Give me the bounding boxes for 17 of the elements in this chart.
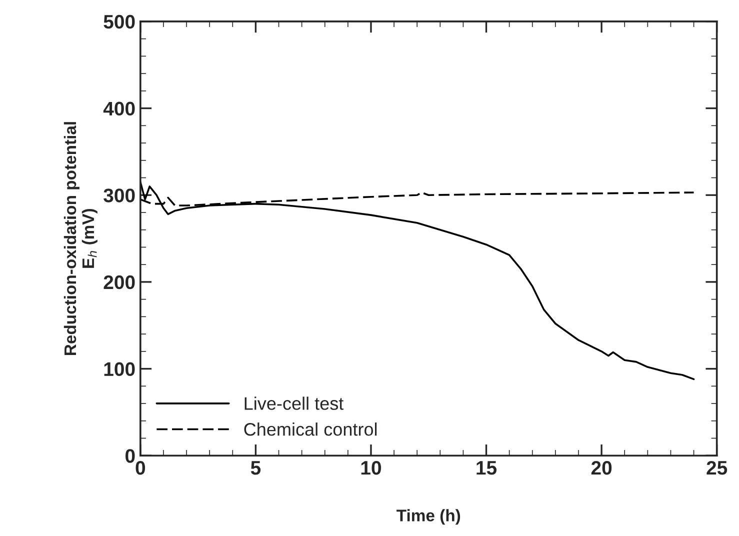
- y-tick-label: 100: [104, 362, 135, 376]
- y-tick-label: 500: [104, 14, 135, 29]
- y-tick-label: 0: [126, 449, 135, 463]
- x-tick-label: 20: [591, 460, 612, 475]
- x-tick-label: 25: [706, 460, 728, 475]
- x-tick-label: 5: [250, 461, 261, 475]
- line-series: [140, 181, 695, 380]
- legend-label: Chemical control: [244, 422, 377, 436]
- x-tick-label: 0: [136, 460, 146, 475]
- x-tick-label: 10: [361, 460, 381, 475]
- legend-label: Live-cell test: [244, 396, 344, 410]
- x-axis-title: Time (h): [396, 509, 460, 525]
- x-tick-label: 15: [476, 461, 497, 475]
- y-tick-label: 400: [103, 102, 135, 116]
- y-tick-label: 200: [104, 275, 135, 290]
- y-tick-label: 300: [104, 188, 135, 202]
- y-axis-title: Reduction-oxidation potential E$_{h}$ (mV): [64, 122, 98, 355]
